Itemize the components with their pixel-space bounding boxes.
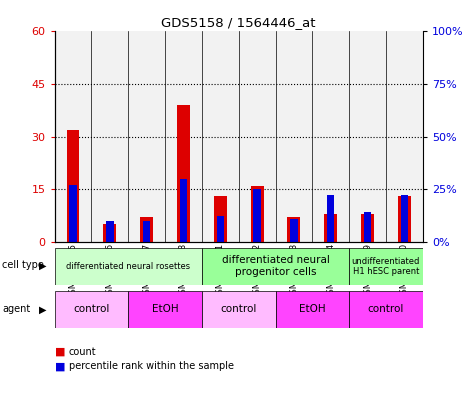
Bar [128,31,165,242]
Bar [327,195,334,242]
Bar [349,291,423,328]
Text: ▶: ▶ [39,261,47,271]
Text: EtOH: EtOH [152,305,179,314]
Text: control: control [73,305,110,314]
Bar [55,31,91,242]
Bar [290,219,297,242]
Bar [143,220,150,242]
Bar [202,31,238,242]
Bar [251,185,264,242]
Bar [214,196,227,242]
Bar [55,291,128,328]
Text: ▶: ▶ [39,305,47,315]
Bar [106,220,114,242]
Bar [217,217,224,242]
Text: ■: ■ [55,347,65,357]
Text: cell type: cell type [2,260,44,270]
Bar [180,178,187,242]
Bar [386,31,423,242]
Text: percentile rank within the sample: percentile rank within the sample [69,361,234,371]
Text: count: count [69,347,96,357]
Title: GDS5158 / 1564446_at: GDS5158 / 1564446_at [162,16,316,29]
Bar [401,195,408,242]
Bar [69,185,76,242]
Bar [91,31,128,242]
Bar [276,291,349,328]
Bar [276,31,313,242]
Bar [287,217,300,242]
Bar [398,196,411,242]
Bar [66,130,79,242]
Text: differentiated neural rosettes: differentiated neural rosettes [66,262,190,271]
Bar [254,189,261,242]
Bar [361,214,374,242]
Bar [177,105,190,242]
Bar [128,291,202,328]
Text: EtOH: EtOH [299,305,326,314]
Bar [324,214,337,242]
Text: control: control [220,305,257,314]
Bar [104,224,116,242]
Bar [313,31,349,242]
Bar [55,248,202,285]
Bar [238,31,276,242]
Text: agent: agent [2,304,30,314]
Bar [364,212,371,242]
Text: ■: ■ [55,361,65,371]
Bar [202,291,276,328]
Bar [140,217,153,242]
Bar [349,248,423,285]
Text: control: control [368,305,404,314]
Bar [202,248,349,285]
Bar [349,31,386,242]
Bar [165,31,202,242]
Text: differentiated neural
progenitor cells: differentiated neural progenitor cells [221,255,330,277]
Text: undifferentiated
H1 hESC parent: undifferentiated H1 hESC parent [352,257,420,276]
